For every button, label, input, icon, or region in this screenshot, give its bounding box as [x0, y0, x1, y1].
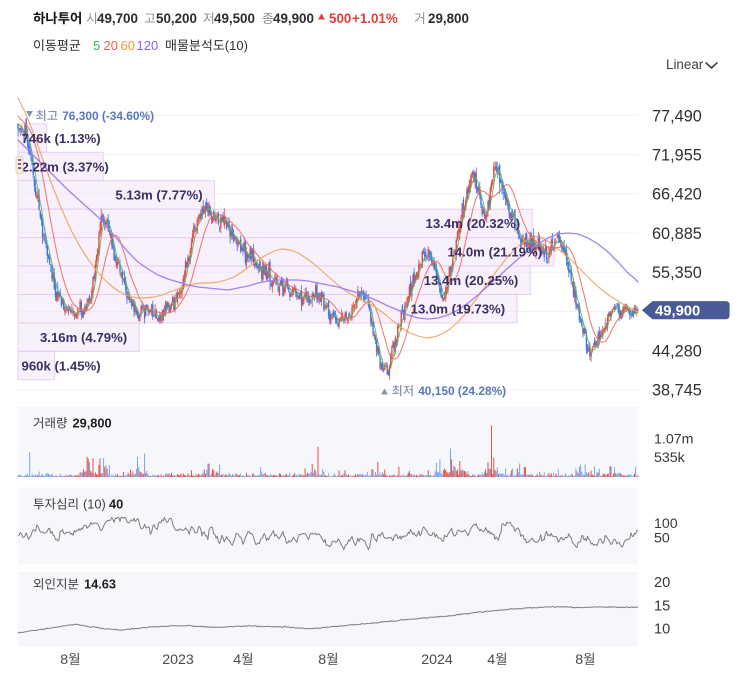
svg-text:55,350: 55,350 [652, 264, 702, 282]
svg-text:2023: 2023 [162, 652, 194, 668]
svg-text:60,885: 60,885 [652, 225, 702, 243]
svg-text:20: 20 [104, 38, 118, 53]
svg-text:77,490: 77,490 [652, 107, 702, 125]
svg-text:4: 4 [487, 652, 495, 668]
svg-text:746k (1.13%): 746k (1.13%) [22, 131, 101, 146]
svg-text:8: 8 [318, 652, 326, 668]
svg-text:14.0m (21.19%): 14.0m (21.19%) [448, 245, 543, 260]
svg-text:13.0m (19.73%): 13.0m (19.73%) [411, 302, 506, 317]
svg-text:3.16m (4.79%): 3.16m (4.79%) [40, 330, 127, 345]
svg-text:Linear: Linear [666, 57, 704, 72]
svg-text:66,420: 66,420 [652, 186, 702, 204]
svg-text:76,300 (-34.60%): 76,300 (-34.60%) [62, 109, 154, 123]
svg-text:100: 100 [654, 516, 678, 532]
svg-text:2024: 2024 [421, 652, 453, 668]
svg-text:4: 4 [233, 652, 241, 668]
svg-text:60: 60 [121, 38, 135, 53]
svg-text:8: 8 [575, 652, 583, 668]
svg-text:(10): (10) [83, 497, 106, 512]
svg-text:38,745: 38,745 [652, 382, 702, 400]
svg-text:8: 8 [60, 652, 68, 668]
svg-text:(10): (10) [225, 38, 248, 53]
svg-text:40: 40 [109, 497, 123, 512]
svg-text:10: 10 [654, 621, 670, 637]
svg-text:15: 15 [654, 599, 670, 615]
svg-text:500: 500 [329, 11, 351, 26]
svg-text:49,700: 49,700 [97, 11, 138, 26]
svg-text:20: 20 [654, 575, 670, 591]
svg-text:29,800: 29,800 [73, 416, 112, 431]
svg-text:2.22m (3.37%): 2.22m (3.37%) [22, 159, 109, 174]
svg-text:50,200: 50,200 [156, 11, 197, 26]
svg-text:1.07m: 1.07m [654, 432, 693, 448]
svg-text:535k: 535k [654, 450, 686, 466]
svg-text:14.63: 14.63 [84, 577, 116, 592]
svg-text:13.4m (20.32%): 13.4m (20.32%) [426, 216, 521, 231]
svg-text:+1.01%: +1.01% [352, 11, 398, 26]
svg-text:120: 120 [137, 38, 159, 53]
svg-text:49,500: 49,500 [214, 11, 255, 26]
svg-text:5: 5 [93, 38, 100, 53]
svg-text:5.13m (7.77%): 5.13m (7.77%) [115, 188, 202, 203]
svg-text:44,280: 44,280 [652, 343, 702, 361]
svg-text:960k (1.45%): 960k (1.45%) [22, 358, 101, 373]
svg-text:49,900: 49,900 [655, 304, 700, 320]
svg-text:40,150 (24.28%): 40,150 (24.28%) [418, 384, 506, 398]
svg-text:49,900: 49,900 [273, 11, 314, 26]
svg-text:50: 50 [654, 531, 670, 547]
svg-text:29,800: 29,800 [428, 11, 469, 26]
svg-text:13.4m (20.25%): 13.4m (20.25%) [424, 273, 519, 288]
svg-text:71,955: 71,955 [652, 147, 702, 165]
